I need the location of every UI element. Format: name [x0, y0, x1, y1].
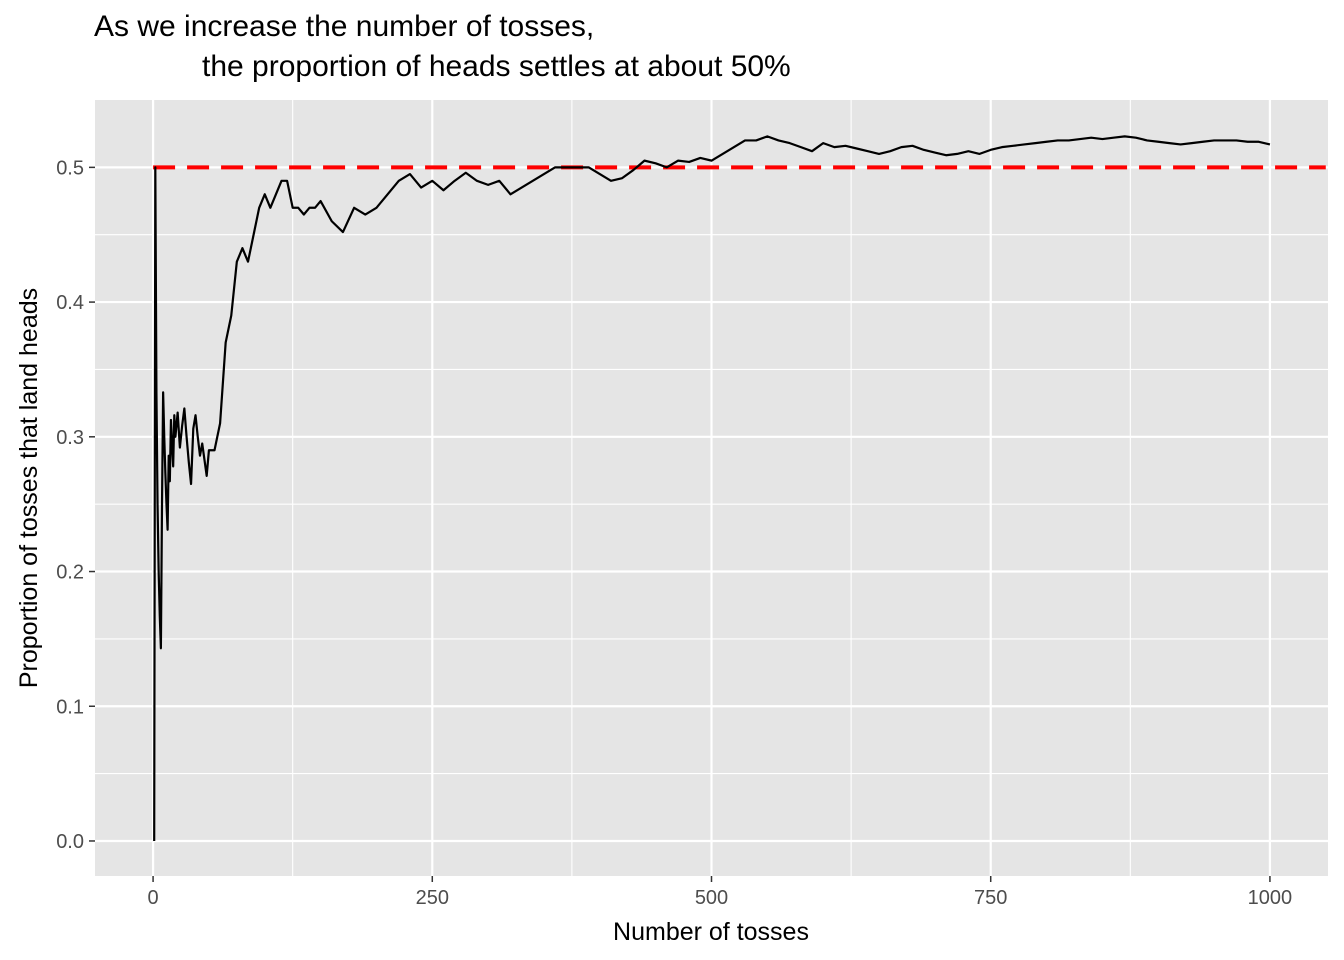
y-axis-ticks: 0.0 0.1 0.2 0.3 0.4 0.5 — [56, 157, 95, 853]
major-gridlines — [95, 100, 1328, 876]
y-tick-label: 0.3 — [56, 427, 84, 449]
x-tick-label: 500 — [695, 887, 728, 909]
y-tick-label: 0.5 — [56, 157, 84, 179]
y-tick-label: 0.4 — [56, 292, 84, 314]
chart-title: As we increase the number of tosses, — [94, 10, 595, 43]
x-tick-label: 750 — [974, 887, 1007, 909]
y-tick-label: 0.1 — [56, 696, 84, 718]
x-tick-label: 1000 — [1248, 887, 1293, 909]
x-axis-label: Number of tosses — [613, 918, 809, 946]
series-line-proportion-heads — [153, 135, 1271, 841]
y-tick-label: 0.0 — [56, 831, 84, 853]
x-tick-label: 0 — [148, 887, 159, 909]
x-axis-ticks: 0 250 500 750 1000 — [148, 876, 1293, 909]
chart-subtitle: the proportion of heads settles at about… — [202, 50, 791, 83]
x-tick-label: 250 — [416, 887, 449, 909]
y-axis-label: Proportion of tosses that land heads — [15, 288, 43, 688]
y-tick-label: 0.2 — [56, 562, 84, 584]
